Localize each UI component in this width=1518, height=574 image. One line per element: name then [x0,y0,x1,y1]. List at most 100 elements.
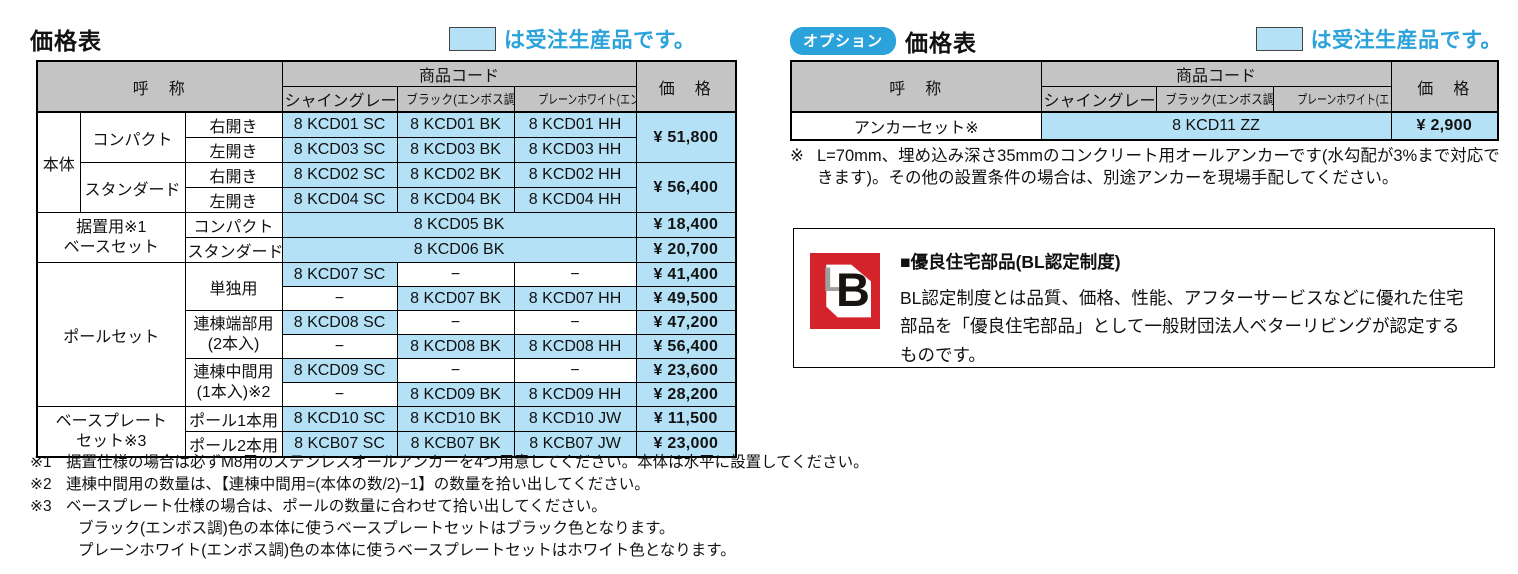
header-name: 呼 称 [36,60,283,113]
price-cell: ¥ 41,400 [635,262,737,287]
option-name-cell: アンカーセット※ [790,111,1042,141]
code-cell: 8 KCD03 HH [513,137,637,163]
dash-cell: − [513,310,637,335]
code-cell: 8 KCD08 SC [281,310,398,335]
option-price-table: 呼 称 商品コード 価 格 シャイングレー ブラック(エンボス調) プレーンホワ… [790,60,1500,141]
footnote-marker: ※3 [30,498,52,515]
made-to-order-swatch [1255,27,1303,51]
header-color-plain-white: プレーンホワイト(エンボス調) [1272,86,1392,113]
code-cell: 8 KCD01 SC [281,111,398,138]
sub-cell: 連棟中間用 (1本入)※2 [184,358,283,407]
price-cell: ¥ 47,200 [635,310,737,335]
code-cell: 8 KCD04 SC [281,187,398,213]
anchor-set-note: ※ L=70mm、埋め込み深さ35mmのコンクリート用オールアンカーです(水勾配… [790,146,1512,190]
code-cell: 8 KCD10 SC [281,406,398,432]
footnote: ※1 据置仕様の場合は必ずM8用のステンレスオールアンカーを4つ用意してください… [30,452,869,474]
sub-cell: コンパクト [184,212,283,238]
code-cell: 8 KCD02 SC [281,162,398,188]
dash-cell: − [396,310,515,335]
header-color-shine-gray: シャイングレー [281,86,398,113]
sub-cell: 左開き [184,187,283,213]
option-badge: オプション [790,27,897,55]
bl-body: BL認定制度とは品質、価格、性能、アフターサービスなどに優れた住宅部品を「優良住… [900,288,1464,365]
bl-logo-letter-l: L [823,261,844,299]
code-cell: 8 KCD09 SC [281,358,398,383]
made-to-order-legend-text: は受注生産品です。 [1310,29,1502,52]
sub-cell: ポール1本用 [184,406,283,432]
code-cell: 8 KCD04 BK [396,187,515,213]
dash-cell: − [396,358,515,383]
code-cell: 8 KCD04 HH [513,187,637,213]
footnote-marker: ※2 [30,476,52,493]
left-price-table-title: 価格表 [30,28,102,54]
price-cell: ¥ 23,600 [635,358,737,383]
sub-cell: スタンダード [184,237,283,263]
footnote: ※3 ベースプレート仕様の場合は、ポールの数量に合わせて拾い出してください。 [30,496,760,518]
group-cell: コンパクト [79,111,186,163]
code-cell: 8 KCD10 JW [513,406,637,432]
group-cell: 据置用※1 ベースセット [36,212,186,263]
code-cell: 8 KCD08 HH [513,334,637,359]
code-cell: 8 KCD07 BK [396,286,515,311]
code-cell: 8 KCD02 HH [513,162,637,188]
code-cell: 8 KCD07 SC [281,262,398,287]
price-cell: ¥ 56,400 [635,162,737,213]
code-cell: 8 KCB07 BK [396,431,515,458]
right-panel-header: オプション 価格表 [790,24,977,58]
code-cell: 8 KCD09 HH [513,382,637,407]
right-price-table-title: 価格表 [905,30,978,56]
price-cell: ¥ 11,500 [635,406,737,432]
sub-cell: ポール2本用 [184,431,283,458]
bl-text-block: ■優良住宅部品(BL認定制度) BL認定制度とは品質、価格、性能、アフターサービ… [900,247,1476,365]
code-cell: 8 KCD01 BK [396,111,515,138]
bl-title: ■優良住宅部品(BL認定制度) [900,252,1121,272]
dash-cell: − [513,262,637,287]
footnote: ※2 連棟中間用の数量は、【連棟中間用=(本体の数/2)−1】の数量を拾い出して… [30,474,760,496]
footnote-continuation: ブラック(エンボス調)色の本体に使うベースプレートセットはブラック色となります。 [30,518,760,540]
dash-cell: − [281,286,398,311]
code-cell: 8 KCD03 SC [281,137,398,163]
main-price-table: 呼 称 商品コード 価 格 シャイングレー ブラック(エンボス調) プレーンホワ… [36,60,738,458]
dash-cell: − [396,262,515,287]
header-product-code: 商品コード [281,60,637,87]
code-cell: 8 KCD08 BK [396,334,515,359]
footnote-text: 連棟中間用の数量は、【連棟中間用=(本体の数/2)−1】の数量を拾い出してくださ… [66,476,650,493]
code-cell: 8 KCD01 HH [513,111,637,138]
made-to-order-legend-text: は受注生産品です。 [504,29,696,52]
footnote-text: プレーンホワイト(エンボス調)色の本体に使うベースプレートセットはホワイト色とな… [78,542,736,559]
group-cell: スタンダード [79,162,186,213]
code-cell: 8 KCD02 BK [396,162,515,188]
note-marker: ※ [790,147,804,165]
price-cell: ¥ 23,000 [635,431,737,458]
dash-cell: − [513,358,637,383]
bl-logo-letter-b: B [836,263,870,316]
header-name: 呼 称 [790,60,1042,113]
left-footnotes: ※1 据置仕様の場合は必ずM8用のステンレスオールアンカーを4つ用意してください… [30,452,869,562]
header-color-plain-white: プレーンホワイト(エンボス調) [513,86,637,113]
sub-cell: 右開き [184,162,283,188]
bl-certification-box: L B ■優良住宅部品(BL認定制度) BL認定制度とは品質、価格、性能、アフタ… [793,228,1495,368]
code-cell: 8 KCD06 BK [281,237,637,263]
code-cell: 8 KCD09 BK [396,382,515,407]
right-made-to-order-legend: は受注生産品です。 [1255,24,1502,54]
dash-cell: − [281,334,398,359]
bl-logo-icon: L B [810,253,880,329]
header-color-black: ブラック(エンボス調) [396,86,515,113]
sub-cell: 単独用 [184,262,283,311]
price-cell: ¥ 28,200 [635,382,737,407]
code-cell: 8 KCD11 ZZ [1040,111,1392,141]
price-cell: ¥ 2,900 [1390,111,1499,141]
header-price: 価 格 [1390,60,1499,113]
code-cell: 8 KCB07 JW [513,431,637,458]
group-cell: 本体 [36,111,81,213]
header-color-shine-gray: シャイングレー [1040,86,1157,113]
header-product-code: 商品コード [1040,60,1392,87]
left-made-to-order-legend: は受注生産品です。 [449,24,695,54]
sub-cell: 右開き [184,111,283,138]
header-color-black: ブラック(エンボス調) [1155,86,1274,113]
footnote-text: ベースプレート仕様の場合は、ポールの数量に合わせて拾い出してください。 [66,498,607,515]
code-cell: 8 KCB07 SC [281,431,398,458]
group-cell: ベースプレート セット※3 [36,406,186,458]
code-cell: 8 KCD03 BK [396,137,515,163]
